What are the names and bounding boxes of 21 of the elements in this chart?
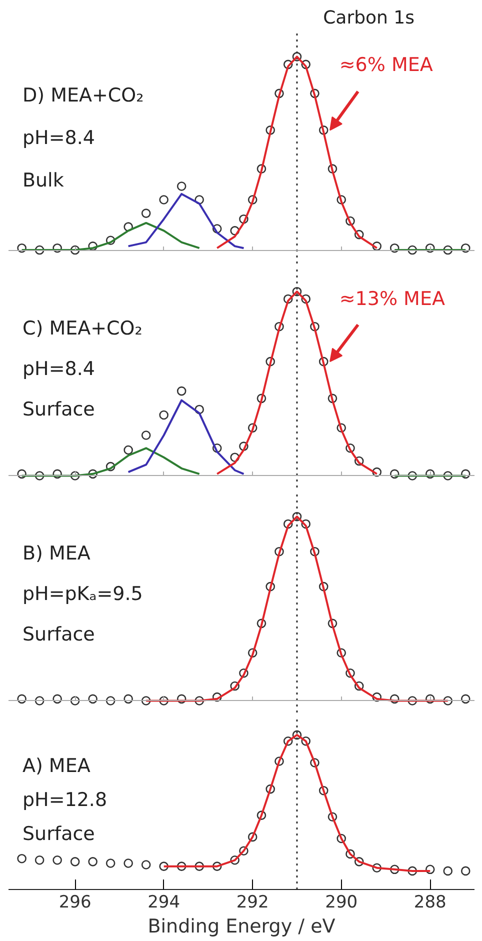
annotation: pH=8.4 [22, 358, 95, 380]
annotation: ≈13% MEA [339, 288, 445, 310]
x-tick-label: 294 [148, 892, 180, 912]
annotation: Bulk [22, 169, 64, 192]
annotation: A) MEA [22, 754, 90, 777]
annotation: ≈6% MEA [339, 54, 433, 76]
annotation: Surface [22, 398, 95, 420]
chart-title: Carbon 1s [323, 8, 415, 28]
annotation: Surface [22, 822, 95, 845]
annotation: Surface [22, 623, 95, 646]
annotation: B) MEA [22, 542, 90, 564]
annotation: pH=12.8 [22, 788, 108, 811]
annotation: D) MEA+CO₂ [22, 84, 144, 106]
x-tick-label: 292 [236, 892, 269, 912]
annotation: pH=pKₐ=9.5 [22, 582, 143, 605]
x-tick-label: 296 [58, 892, 92, 912]
x-tick-label: 290 [325, 892, 358, 912]
x-tick-label: 288 [414, 892, 446, 912]
annotation: pH=8.4 [22, 126, 95, 149]
x-axis-title: Binding Energy / eV [148, 916, 336, 938]
annotation: C) MEA+CO₂ [22, 317, 142, 340]
